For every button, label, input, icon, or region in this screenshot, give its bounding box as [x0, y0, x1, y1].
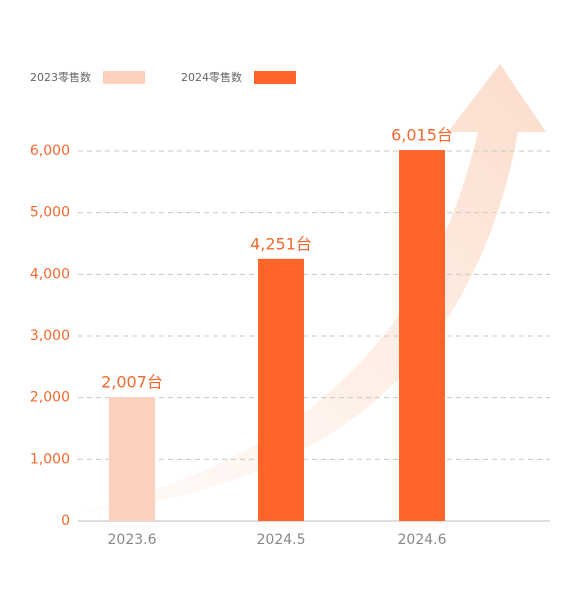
y-tick-label: 6,000: [30, 143, 70, 159]
x-tick-label: 2023.6: [108, 532, 157, 548]
legend-label: 2024零售数: [181, 70, 242, 84]
value-label: 4,251台: [250, 234, 312, 253]
y-tick-label: 2,000: [30, 390, 70, 406]
y-tick-label: 1,000: [30, 451, 70, 467]
y-tick-label: 4,000: [30, 266, 70, 282]
x-tick-label: 2024.6: [398, 532, 447, 548]
legend-label: 2023零售数: [30, 70, 91, 84]
x-tick-label: 2024.5: [257, 532, 306, 548]
y-tick-label: 0: [61, 513, 70, 529]
y-tick-label: 5,000: [30, 205, 70, 221]
value-label: 2,007台: [101, 373, 163, 392]
legend-swatch: [254, 71, 296, 84]
y-tick-label: 3,000: [30, 328, 70, 344]
bar: [399, 150, 445, 521]
trend-arrow: [80, 64, 546, 512]
bar: [258, 258, 304, 521]
value-label: 6,015台: [391, 126, 453, 145]
legend-swatch: [103, 71, 145, 84]
bar: [109, 397, 155, 521]
